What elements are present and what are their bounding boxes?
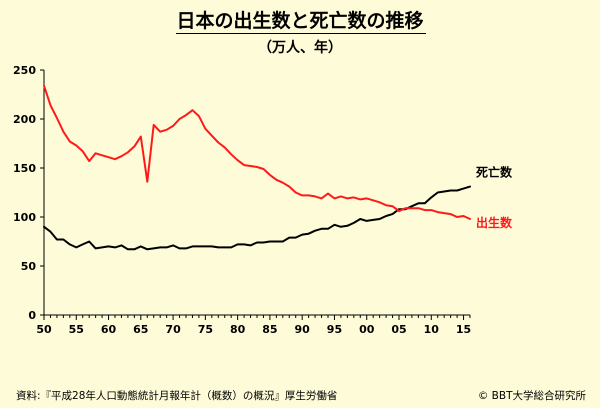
x-tick-label: 55	[69, 323, 84, 336]
x-tick-label: 60	[101, 323, 117, 336]
y-tick-label: 250	[13, 64, 36, 77]
deaths-series-line	[43, 185, 471, 251]
x-tick-label: 05	[391, 323, 406, 336]
births-series-label: 出生数	[476, 215, 513, 230]
x-tick-label: 95	[327, 323, 342, 336]
x-tick-label: 00	[359, 323, 375, 336]
x-tick-label: 15	[456, 323, 471, 336]
title-underline	[176, 33, 426, 34]
x-tick-label: 10	[424, 323, 440, 336]
source-note: 資料:『平成28年人口動態統計月報年計（概数）の概況』厚生労働省	[16, 390, 338, 402]
y-tick-label: 200	[13, 113, 36, 126]
copyright-note: © BBT大学総合研究所	[477, 390, 586, 402]
chart-title: 日本の出生数と死亡数の推移	[176, 10, 424, 32]
x-tick-label: 65	[133, 323, 148, 336]
births-series-line	[43, 84, 471, 220]
x-tick-label: 80	[230, 323, 246, 336]
chart-subtitle: （万人、年）	[258, 40, 342, 56]
x-tick-label: 50	[36, 323, 52, 336]
y-tick-label: 100	[13, 211, 36, 224]
y-tick-label: 0	[28, 309, 36, 322]
deaths-series-label: 死亡数	[476, 165, 513, 180]
x-tick-label: 75	[198, 323, 213, 336]
x-tick-label: 85	[262, 323, 277, 336]
x-tick-label: 90	[295, 323, 311, 336]
y-tick-label: 150	[13, 162, 36, 175]
y-tick-label: 50	[21, 260, 37, 273]
x-tick-label: 70	[165, 323, 181, 336]
